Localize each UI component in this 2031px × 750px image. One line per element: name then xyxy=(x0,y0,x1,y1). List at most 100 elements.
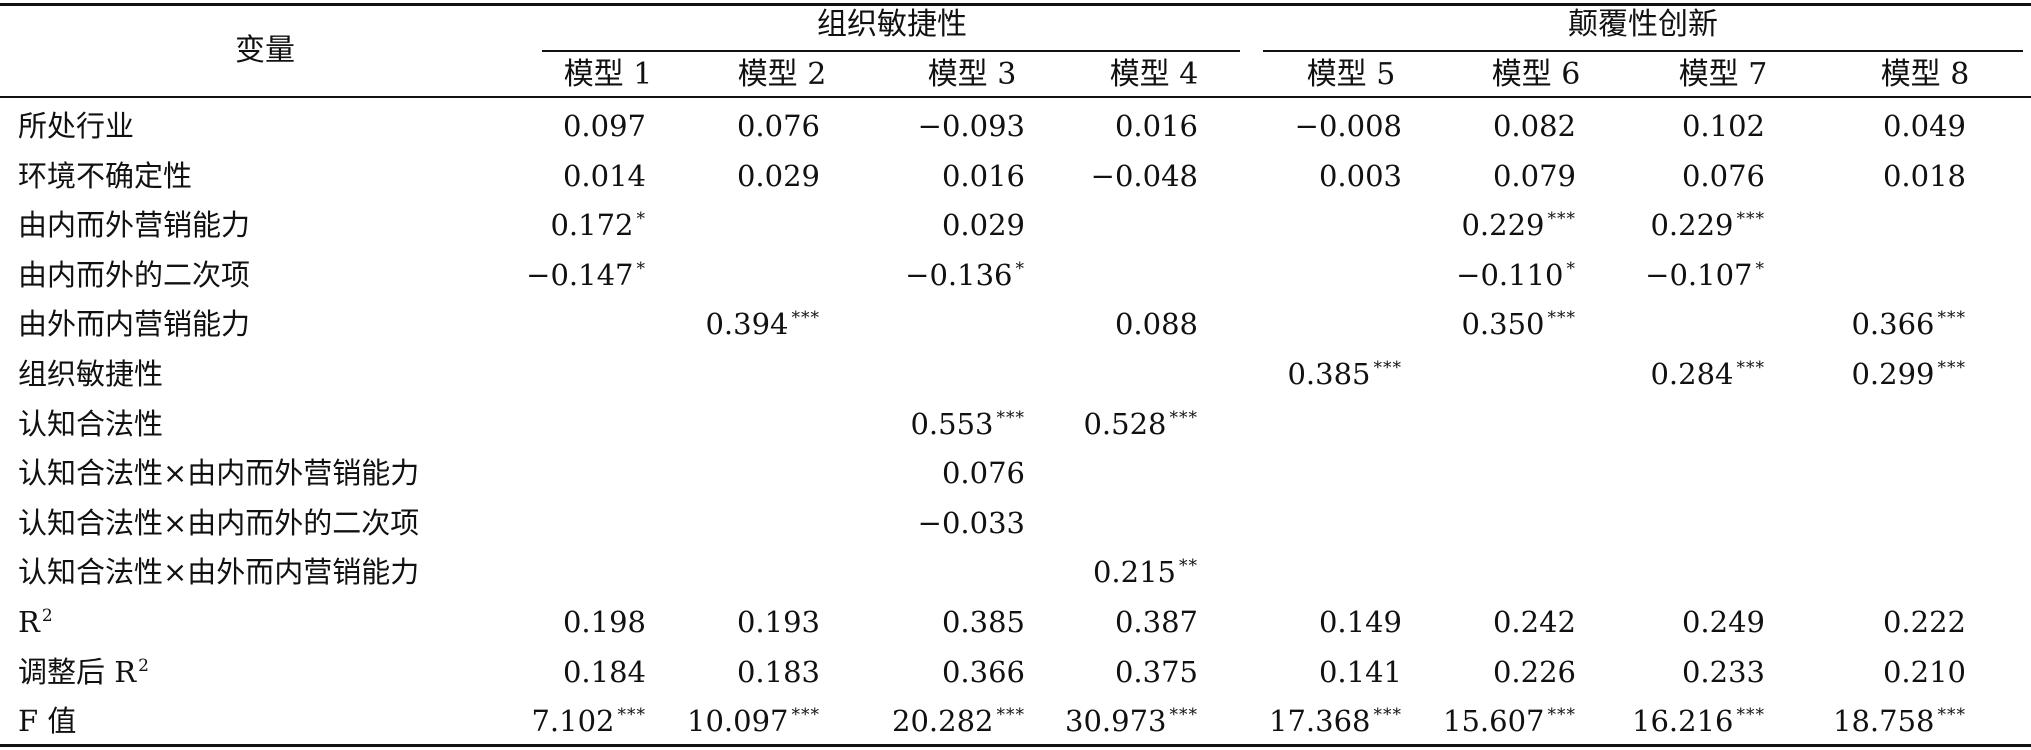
row-label-text: 由外而内营销能力 xyxy=(18,307,251,341)
coefficient-value: 0.299 xyxy=(1851,357,1935,391)
significance-stars: *** xyxy=(1373,358,1402,379)
coefficient-cell: 0.198 xyxy=(563,605,646,639)
coefficient-value: −0.147 xyxy=(526,258,634,292)
row-label: 组织敏捷性 xyxy=(18,357,163,391)
coefficient-value: 0.215 xyxy=(1092,555,1176,589)
significance-stars: * xyxy=(1566,259,1576,280)
coefficient-cell: 0.029 xyxy=(942,208,1025,242)
row-label-text: 认知合法性×由内而外营销能力 xyxy=(18,456,420,490)
coefficient-cell: 15.607 *** xyxy=(1443,704,1576,738)
coefficient-cell: 0.076 xyxy=(737,109,820,143)
significance-stars: ** xyxy=(1179,556,1198,577)
row-label: F 值 xyxy=(18,704,76,738)
coefficient-value: −0.110 xyxy=(1456,258,1564,292)
group-header-disruptive-innovation: 颠覆性创新 xyxy=(1568,7,1718,42)
row-label-text: 由内而外的二次项 xyxy=(18,258,251,292)
row-label: 认知合法性×由内而外的二次项 xyxy=(18,506,419,540)
coefficient-cell: 7.102 *** xyxy=(531,704,646,738)
coefficient-cell: 10.097 *** xyxy=(687,704,820,738)
significance-stars: *** xyxy=(1169,408,1198,429)
coefficient-value: 0.375 xyxy=(1114,655,1198,689)
coefficient-cell: 0.366 *** xyxy=(1851,307,1966,341)
significance-stars: * xyxy=(636,259,646,280)
coefficient-value: 0.014 xyxy=(562,159,646,193)
model-header: 模型 6 xyxy=(1491,57,1581,92)
coefficient-cell: −0.048 xyxy=(1091,159,1198,193)
coefficient-cell: −0.147 * xyxy=(526,258,646,292)
variable-header: 变量 xyxy=(235,33,295,68)
coefficient-cell: 0.528 *** xyxy=(1083,407,1198,441)
header-rule xyxy=(0,96,2031,98)
coefficient-value: 0.366 xyxy=(1851,307,1935,341)
coefficient-value: 0.082 xyxy=(1492,109,1576,143)
coefficient-value: 0.076 xyxy=(736,109,820,143)
coefficient-cell: 0.229 *** xyxy=(1461,208,1576,242)
significance-stars: *** xyxy=(1547,705,1576,726)
coefficient-value: 0.233 xyxy=(1681,655,1765,689)
coefficient-cell: 0.193 xyxy=(737,605,820,639)
coefficient-cell: 0.029 xyxy=(737,159,820,193)
group-rule-1 xyxy=(542,50,1240,52)
coefficient-cell: 0.183 xyxy=(737,655,820,689)
coefficient-cell: 0.387 xyxy=(1115,605,1198,639)
coefficient-value: 0.242 xyxy=(1492,605,1576,639)
coefficient-value: −0.033 xyxy=(917,506,1025,540)
coefficient-cell: 0.385 *** xyxy=(1287,357,1402,391)
significance-stars: *** xyxy=(1736,209,1765,230)
coefficient-cell: −0.136 * xyxy=(905,258,1025,292)
row-label-text: 认知合法性×由内而外的二次项 xyxy=(18,506,420,540)
top-rule xyxy=(0,3,2031,6)
row-label-text: 组织敏捷性 xyxy=(18,357,164,391)
significance-stars: *** xyxy=(1169,705,1198,726)
coefficient-value: 17.368 xyxy=(1269,704,1371,738)
coefficient-value: 0.193 xyxy=(736,605,820,639)
coefficient-cell: −0.008 xyxy=(1295,109,1402,143)
significance-stars: *** xyxy=(996,705,1025,726)
coefficient-cell: −0.107 * xyxy=(1645,258,1765,292)
model-header: 模型 7 xyxy=(1678,57,1768,92)
superscript-two: 2 xyxy=(138,656,149,677)
row-label-text: 认知合法性 xyxy=(18,407,164,441)
coefficient-value: 20.282 xyxy=(892,704,994,738)
significance-stars: *** xyxy=(1937,308,1966,329)
coefficient-value: 15.607 xyxy=(1443,704,1545,738)
coefficient-cell: 0.553 *** xyxy=(910,407,1025,441)
group-rule-2 xyxy=(1263,50,2023,52)
row-label-text: R xyxy=(18,605,40,639)
coefficient-cell: 0.385 xyxy=(942,605,1025,639)
coefficient-cell: 0.049 xyxy=(1883,109,1966,143)
coefficient-cell: 30.973 *** xyxy=(1065,704,1198,738)
coefficient-value: 0.210 xyxy=(1882,655,1966,689)
coefficient-value: 0.229 xyxy=(1650,208,1734,242)
row-label: 认知合法性×由外而内营销能力 xyxy=(18,555,419,589)
row-label-text: 认知合法性×由外而内营销能力 xyxy=(18,555,420,589)
coefficient-value: 16.216 xyxy=(1632,704,1734,738)
coefficient-value: 0.249 xyxy=(1681,605,1765,639)
coefficient-value: 0.366 xyxy=(941,655,1025,689)
model-header: 模型 8 xyxy=(1880,57,1970,92)
significance-stars: *** xyxy=(1736,358,1765,379)
coefficient-cell: −0.033 xyxy=(918,506,1025,540)
row-label: 由外而内营销能力 xyxy=(18,307,250,341)
model-header: 模型 4 xyxy=(1109,57,1199,92)
coefficient-value: 7.102 xyxy=(531,704,615,738)
coefficient-value: 0.141 xyxy=(1318,655,1402,689)
coefficient-value: 0.222 xyxy=(1882,605,1966,639)
coefficient-value: 10.097 xyxy=(687,704,789,738)
significance-stars: *** xyxy=(617,705,646,726)
significance-stars: *** xyxy=(1937,705,1966,726)
row-label-text: 调整后 R xyxy=(18,655,137,689)
coefficient-cell: 0.350 *** xyxy=(1461,307,1576,341)
model-header: 模型 5 xyxy=(1306,57,1396,92)
coefficient-cell: 0.375 xyxy=(1115,655,1198,689)
coefficient-value: 0.284 xyxy=(1650,357,1734,391)
coefficient-cell: 0.226 xyxy=(1493,655,1576,689)
coefficient-value: 0.184 xyxy=(562,655,646,689)
coefficient-cell: 0.014 xyxy=(563,159,646,193)
row-label: 环境不确定性 xyxy=(18,159,192,193)
model-header: 模型 2 xyxy=(737,57,827,92)
significance-stars: *** xyxy=(1736,705,1765,726)
coefficient-cell: 0.229 *** xyxy=(1650,208,1765,242)
coefficient-value: 0.226 xyxy=(1492,655,1576,689)
